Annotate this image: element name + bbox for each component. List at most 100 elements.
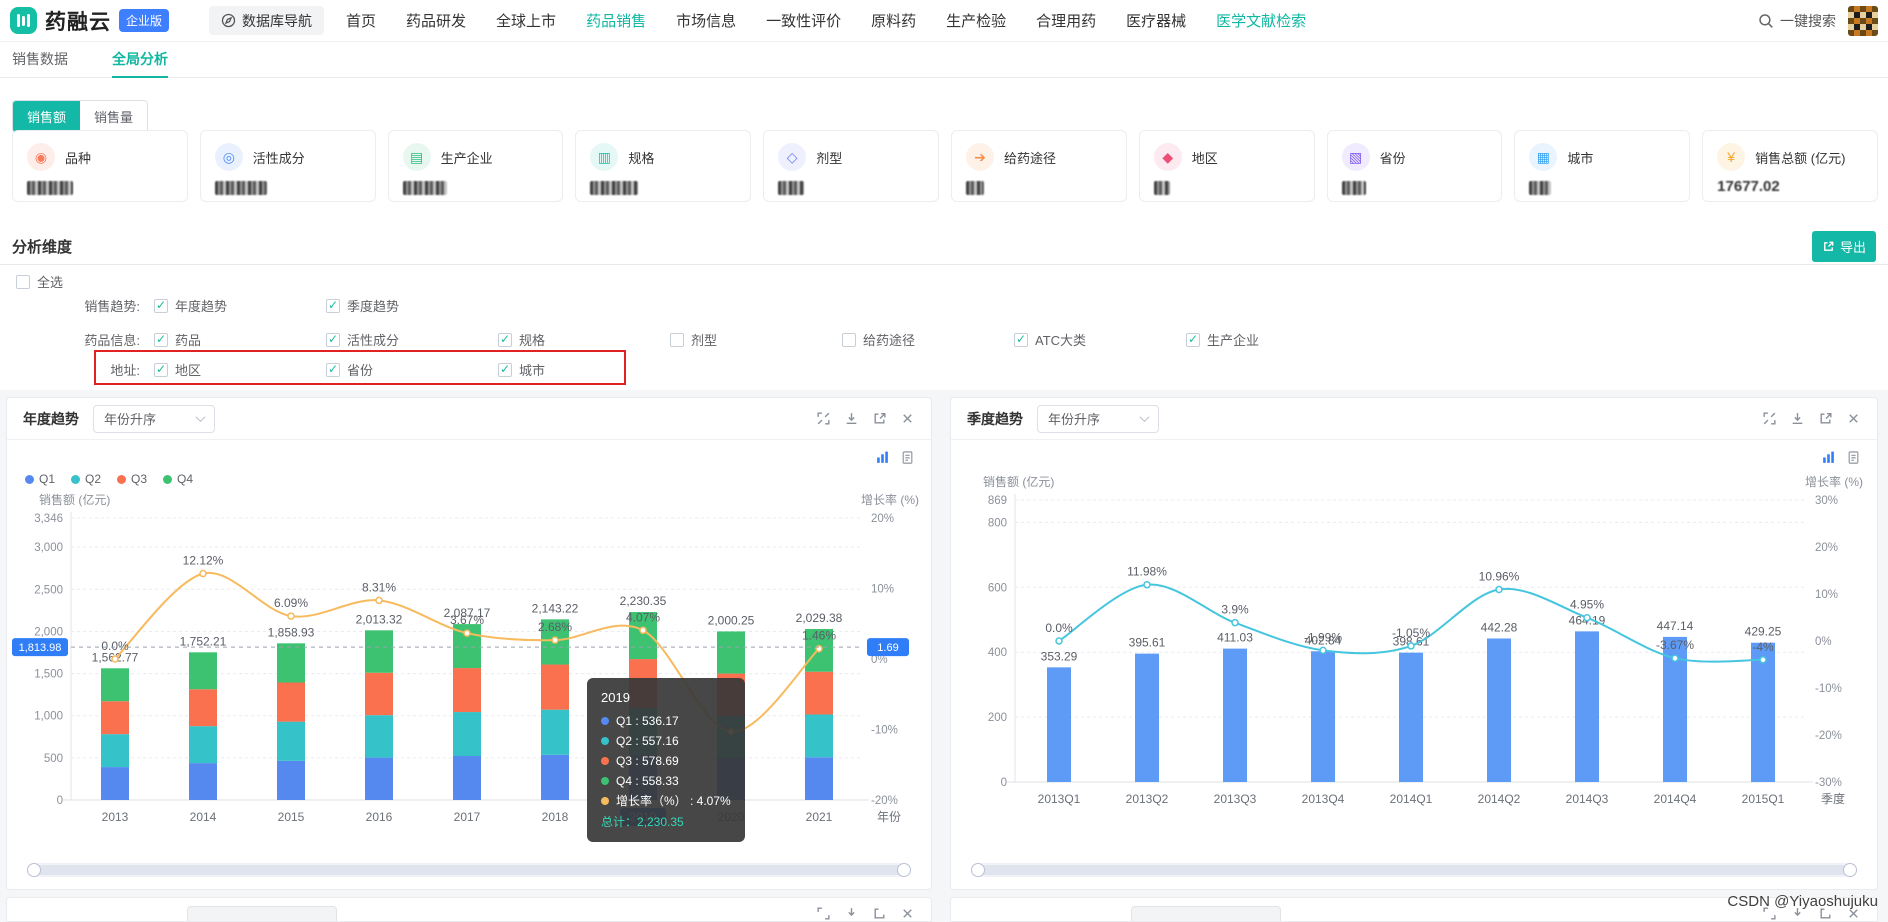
card-route[interactable]: ➔ 给药途径 (950, 130, 1127, 202)
tab-global-analysis[interactable]: 全局分析 (112, 42, 168, 78)
checkbox-select-all[interactable]: 全选 (16, 272, 63, 291)
svg-text:2016: 2016 (366, 810, 393, 824)
card-active-ingredient[interactable]: ◎ 活性成分 (199, 130, 376, 202)
svg-text:销售额 (亿元): 销售额 (亿元) (983, 474, 1054, 489)
quarterly-trend-chart[interactable]: 销售额 (亿元) 增长率 (%) 0 200 400 600 800 869 30% 20% 10%… (955, 472, 1871, 824)
fullscreen-icon[interactable] (1762, 906, 1777, 921)
annual-sort-dropdown[interactable]: 年份升序 (93, 404, 215, 433)
nav-item-rational-use[interactable]: 合理用药 (1036, 13, 1097, 30)
toggle-sales-amount[interactable]: 销售额 (13, 101, 81, 132)
svg-text:0.0%: 0.0% (101, 639, 129, 653)
svg-text:-10%: -10% (871, 725, 898, 737)
checkbox-dosage-form[interactable]: 剂型 (670, 330, 842, 349)
legend-item-q3[interactable]: Q3 (117, 472, 147, 486)
card-specification[interactable]: ▥ 规格 (575, 130, 752, 202)
dimension-row-address: 地址: 地区 省份 城市 (0, 360, 670, 379)
card-province[interactable]: ▧ 省份 (1326, 130, 1503, 202)
province-icon: ▧ (1341, 143, 1370, 171)
nav-item-medical-device[interactable]: 医疗器械 (1126, 13, 1187, 30)
database-nav-button[interactable]: 数据库导航 (209, 6, 325, 35)
table-view-icon[interactable] (1846, 450, 1861, 465)
checkbox-city[interactable]: 城市 (498, 360, 670, 379)
legend-item-q2[interactable]: Q2 (71, 472, 101, 486)
legend-item-q4[interactable]: Q4 (163, 472, 193, 486)
bar-chart-view-icon[interactable] (1821, 450, 1836, 465)
dropdown-cutoff[interactable] (1131, 906, 1281, 921)
checkbox-active-ingredient[interactable]: 活性成分 (326, 330, 498, 349)
card-city[interactable]: ▦ 城市 (1514, 130, 1691, 202)
download-icon[interactable] (844, 906, 859, 921)
checkbox-atc-class[interactable]: ATC大类 (1014, 330, 1186, 349)
close-icon[interactable] (900, 906, 915, 921)
checkbox-province[interactable]: 省份 (326, 360, 498, 379)
svg-text:1,813.98: 1,813.98 (19, 642, 62, 654)
svg-text:2,143.22: 2,143.22 (532, 601, 579, 615)
total-sales-value: 17677.02 (1717, 178, 1780, 195)
svg-text:2.68%: 2.68% (538, 620, 572, 634)
fullscreen-icon[interactable] (1762, 411, 1777, 426)
close-icon[interactable] (1846, 411, 1861, 426)
card-total-sales[interactable]: ¥ 销售总额 (亿元) 17677.02 (1702, 130, 1878, 202)
card-region[interactable]: ◆ 地区 (1138, 130, 1315, 202)
checkbox-quarterly-trend[interactable]: 季度趋势 (326, 296, 498, 315)
dimension-row-sales-trend: 销售趋势: 年度趋势 季度趋势 (0, 296, 498, 315)
slider-handle-left[interactable] (971, 863, 985, 877)
svg-text:0: 0 (1001, 777, 1007, 789)
nav-item-api[interactable]: 原料药 (871, 13, 917, 30)
quick-search-button[interactable]: 一键搜索 (1758, 11, 1836, 31)
redacted-value (590, 181, 639, 195)
bar-chart-view-icon[interactable] (875, 450, 890, 465)
nav-item-home[interactable]: 首页 (346, 13, 377, 30)
external-link-icon[interactable] (1818, 906, 1833, 921)
svg-text:10%: 10% (1815, 589, 1838, 601)
tab-sales-data[interactable]: 销售数据 (12, 50, 68, 67)
nav-item-medical-literature[interactable]: 医学文献检索 (1216, 13, 1307, 30)
svg-text:1,752.21: 1,752.21 (180, 634, 227, 648)
card-dosage-form[interactable]: ◇ 剂型 (763, 130, 939, 202)
svg-text:2,029.38: 2,029.38 (796, 611, 843, 625)
nav-item-drug-rd[interactable]: 药品研发 (406, 13, 467, 30)
dropdown-cutoff[interactable] (187, 906, 337, 921)
checkbox-drug[interactable]: 药品 (154, 330, 326, 349)
external-link-icon[interactable] (872, 906, 887, 921)
fullscreen-icon[interactable] (816, 411, 831, 426)
checkbox-route[interactable]: 给药途径 (842, 330, 1014, 349)
nav-item-market-info[interactable]: 市场信息 (676, 13, 737, 30)
external-link-icon[interactable] (1818, 411, 1833, 426)
checkbox-annual-trend[interactable]: 年度趋势 (154, 296, 326, 315)
export-button[interactable]: 导出 (1811, 231, 1876, 262)
summary-cards: ◉ 品种 ◎ 活性成分 ▤ 生产企业 ▥ 规格 ◇ 剂型 ➔ 给药途径 (12, 130, 1878, 202)
nav-item-drug-sales[interactable]: 药品销售 (586, 13, 647, 30)
fullscreen-icon[interactable] (816, 906, 831, 921)
slider-handle-left[interactable] (27, 863, 41, 877)
card-variety[interactable]: ◉ 品种 (12, 130, 188, 202)
close-icon[interactable] (900, 411, 915, 426)
svg-text:-1.05%: -1.05% (1392, 626, 1430, 640)
slider-handle-right[interactable] (897, 863, 911, 877)
external-link-icon[interactable] (872, 411, 887, 426)
svg-text:398.61: 398.61 (1393, 635, 1430, 649)
annual-data-zoom-slider[interactable] (27, 863, 911, 877)
checkbox-manufacturer[interactable]: 生产企业 (1186, 330, 1358, 349)
download-icon[interactable] (1790, 906, 1805, 921)
checkbox-region[interactable]: 地区 (154, 360, 326, 379)
download-icon[interactable] (1790, 411, 1805, 426)
svg-text:0.0%: 0.0% (1045, 621, 1073, 635)
slider-handle-right[interactable] (1843, 863, 1857, 877)
quarterly-data-zoom-slider[interactable] (971, 863, 1857, 877)
download-icon[interactable] (844, 411, 859, 426)
quarterly-sort-dropdown[interactable]: 年份升序 (1037, 404, 1159, 433)
checkbox-specification[interactable]: 规格 (498, 330, 670, 349)
nav-item-production-test[interactable]: 生产检验 (946, 13, 1007, 30)
nav-item-global-launch[interactable]: 全球上市 (496, 13, 557, 30)
table-view-icon[interactable] (900, 450, 915, 465)
card-manufacturer[interactable]: ▤ 生产企业 (387, 130, 564, 202)
brand-logo[interactable]: 药融云 企业版 (10, 6, 170, 36)
nav-item-consistency-eval[interactable]: 一致性评价 (766, 13, 842, 30)
close-icon[interactable] (1846, 906, 1861, 921)
svg-text:-30%: -30% (1815, 777, 1842, 789)
user-avatar[interactable] (1848, 5, 1878, 36)
toggle-sales-volume[interactable]: 销售量 (80, 101, 148, 132)
annual-trend-chart[interactable]: 销售额 (亿元) 增长率 (%) 0 500 1,000 1,500 2,000 2,500 3… (11, 490, 927, 842)
legend-item-q1[interactable]: Q1 (25, 472, 55, 486)
